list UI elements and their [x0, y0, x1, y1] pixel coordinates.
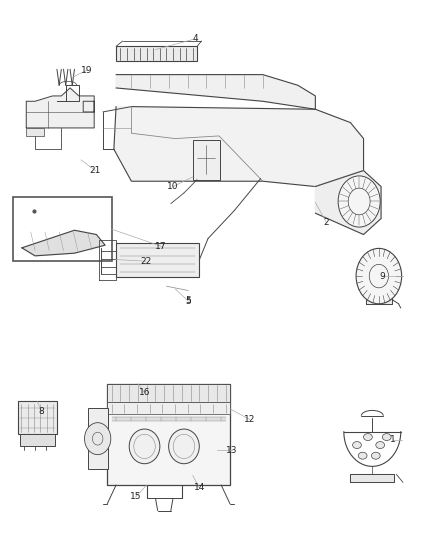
Ellipse shape [353, 441, 361, 449]
Bar [116, 243, 199, 277]
Bar [107, 384, 230, 402]
Bar [107, 402, 230, 414]
Polygon shape [114, 107, 364, 187]
Ellipse shape [376, 441, 385, 449]
Text: 12: 12 [244, 415, 255, 424]
Polygon shape [116, 75, 315, 109]
Text: 21: 21 [90, 166, 101, 175]
Circle shape [85, 423, 111, 455]
Text: 19: 19 [81, 66, 92, 75]
Bar [18, 401, 57, 434]
Ellipse shape [169, 429, 199, 464]
Bar [20, 434, 55, 446]
Text: 1: 1 [390, 435, 396, 444]
Text: 9: 9 [379, 272, 385, 280]
Polygon shape [350, 474, 394, 482]
Bar [26, 128, 44, 136]
Ellipse shape [382, 434, 391, 440]
Text: 15: 15 [130, 492, 141, 501]
Polygon shape [315, 171, 381, 235]
Bar [88, 408, 108, 469]
Text: 17: 17 [155, 242, 167, 251]
Bar [193, 140, 220, 180]
Text: 5: 5 [185, 297, 191, 305]
Text: 13: 13 [226, 446, 238, 455]
Bar [116, 46, 197, 61]
Text: 10: 10 [167, 182, 179, 191]
Ellipse shape [371, 452, 380, 459]
Circle shape [356, 248, 402, 304]
Ellipse shape [129, 429, 160, 464]
Polygon shape [366, 297, 392, 304]
Circle shape [338, 176, 380, 227]
Text: 5: 5 [185, 296, 191, 304]
Polygon shape [26, 88, 94, 128]
Text: 14: 14 [194, 483, 205, 492]
Bar [13, 197, 112, 261]
Text: 4: 4 [192, 35, 198, 43]
Polygon shape [22, 230, 105, 256]
Text: 2: 2 [324, 218, 329, 227]
Bar [107, 384, 230, 485]
Ellipse shape [358, 452, 367, 459]
Text: 8: 8 [39, 407, 45, 416]
Text: 22: 22 [140, 257, 152, 265]
Text: 16: 16 [139, 389, 150, 397]
Ellipse shape [364, 434, 372, 440]
